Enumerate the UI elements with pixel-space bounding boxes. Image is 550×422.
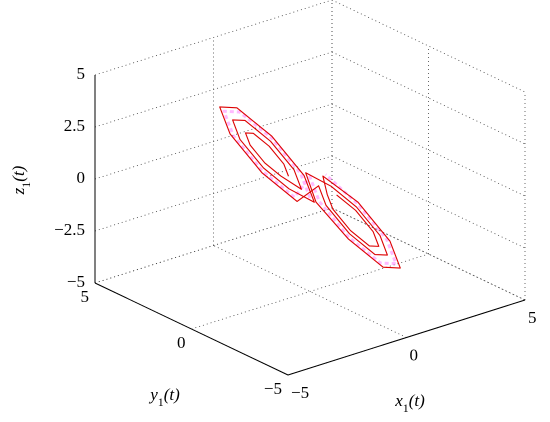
grid-line (94, 0, 333, 76)
x-tick-label: 5 (528, 308, 537, 327)
y-tick-label: 5 (81, 287, 90, 306)
data-line (219, 106, 401, 269)
z-tick-label: −2.5 (54, 220, 85, 239)
grid-line (94, 51, 333, 128)
grid-line (331, 0, 526, 93)
axis-line (287, 299, 526, 376)
grid-line (94, 207, 333, 284)
grid-line (191, 253, 429, 330)
x-tick-label: 0 (410, 345, 419, 364)
z-tick-label: 5 (77, 64, 86, 83)
y-tick-label: −5 (264, 379, 282, 398)
z-axis-label: z1(t) (9, 165, 33, 195)
z-tick-label: 2.5 (64, 116, 85, 135)
x-axis-label: x1(t) (394, 391, 425, 415)
grid-line (94, 155, 333, 232)
y-axis-label: y1(t) (148, 385, 180, 409)
y-tick-label: 0 (177, 333, 186, 352)
z-tick-label: −5 (67, 272, 85, 291)
grid-line (94, 103, 333, 180)
data-line (222, 109, 398, 266)
x-tick-label: −5 (291, 383, 309, 402)
z-tick-label: 0 (77, 168, 86, 187)
axis-line (94, 282, 289, 376)
